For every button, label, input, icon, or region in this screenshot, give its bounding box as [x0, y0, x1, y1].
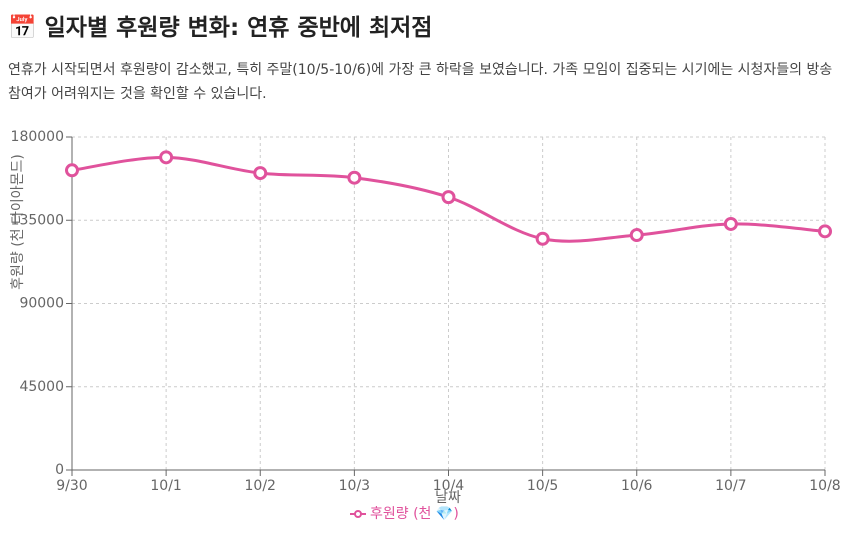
- title: 📅 일자별 후원량 변화: 연휴 중반에 최저점: [8, 15, 433, 41]
- x-tick-label: 10/6: [621, 478, 653, 494]
- point: [253, 166, 268, 181]
- point: [818, 224, 832, 239]
- x-tick-label: 10/2: [245, 478, 276, 494]
- description: 연휴가 시작되면서 후원량이 감소했고, 특히 주말(10/5-10/6)에 가…: [8, 62, 833, 102]
- y-tick-label: 45000: [19, 379, 64, 395]
- x-tick-label: 9/30: [56, 478, 87, 494]
- x-axis-label: 날짜: [435, 490, 461, 506]
- point: [159, 150, 174, 165]
- x-tick-label: 10/5: [527, 478, 558, 494]
- point: [723, 216, 738, 231]
- x-tick-label: 10/8: [809, 478, 840, 494]
- x-tick-label: 10/1: [150, 478, 181, 494]
- legend-label: 후원량 (천 💎): [370, 506, 459, 522]
- y-tick-label: 0: [55, 462, 64, 478]
- point: [441, 190, 456, 205]
- y-tick-label: 135000: [11, 212, 64, 228]
- legend-swatch-point: [354, 510, 362, 518]
- y-axis-label: 후원량 (천 다이아몬드): [10, 154, 26, 290]
- point: [347, 170, 362, 185]
- y-tick-label: 90000: [19, 296, 64, 312]
- point: [535, 231, 550, 246]
- x-tick-label: 10/7: [715, 478, 746, 494]
- point: [65, 163, 79, 178]
- point: [629, 228, 644, 243]
- y-tick-label: 180000: [11, 129, 64, 145]
- x-tick-label: 10/3: [339, 478, 370, 494]
- x-tick-label: 10/4: [433, 478, 465, 494]
